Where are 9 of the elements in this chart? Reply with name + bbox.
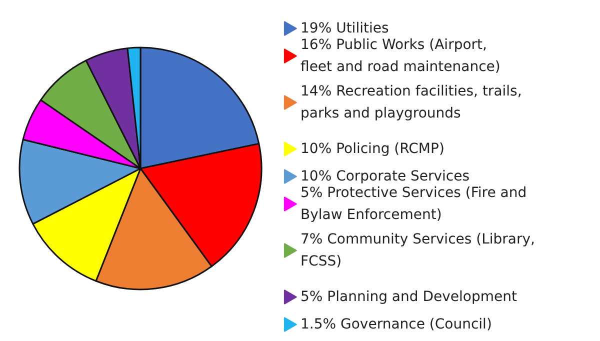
legend-label: 16% Public Works (Airport, fleet and road maintenance) [300, 37, 500, 75]
legend-label: 5% Protective Services (Fire and Bylaw Enforcement) [300, 185, 527, 223]
legend-label: 1.5% Governance (Council) [300, 316, 492, 332]
legend-label: 10% Policing (RCMP) [300, 141, 444, 157]
legend-label: 10% Corporate Services [300, 168, 470, 184]
legend-label: 5% Planning and Development [300, 289, 518, 305]
legend-label: 7% Community Services (Library, FCSS) [300, 232, 535, 270]
legend-label: 14% Recreation facilities, trails, parks and playgrounds [300, 84, 522, 122]
legend-label: 19% Utilities [300, 20, 389, 36]
